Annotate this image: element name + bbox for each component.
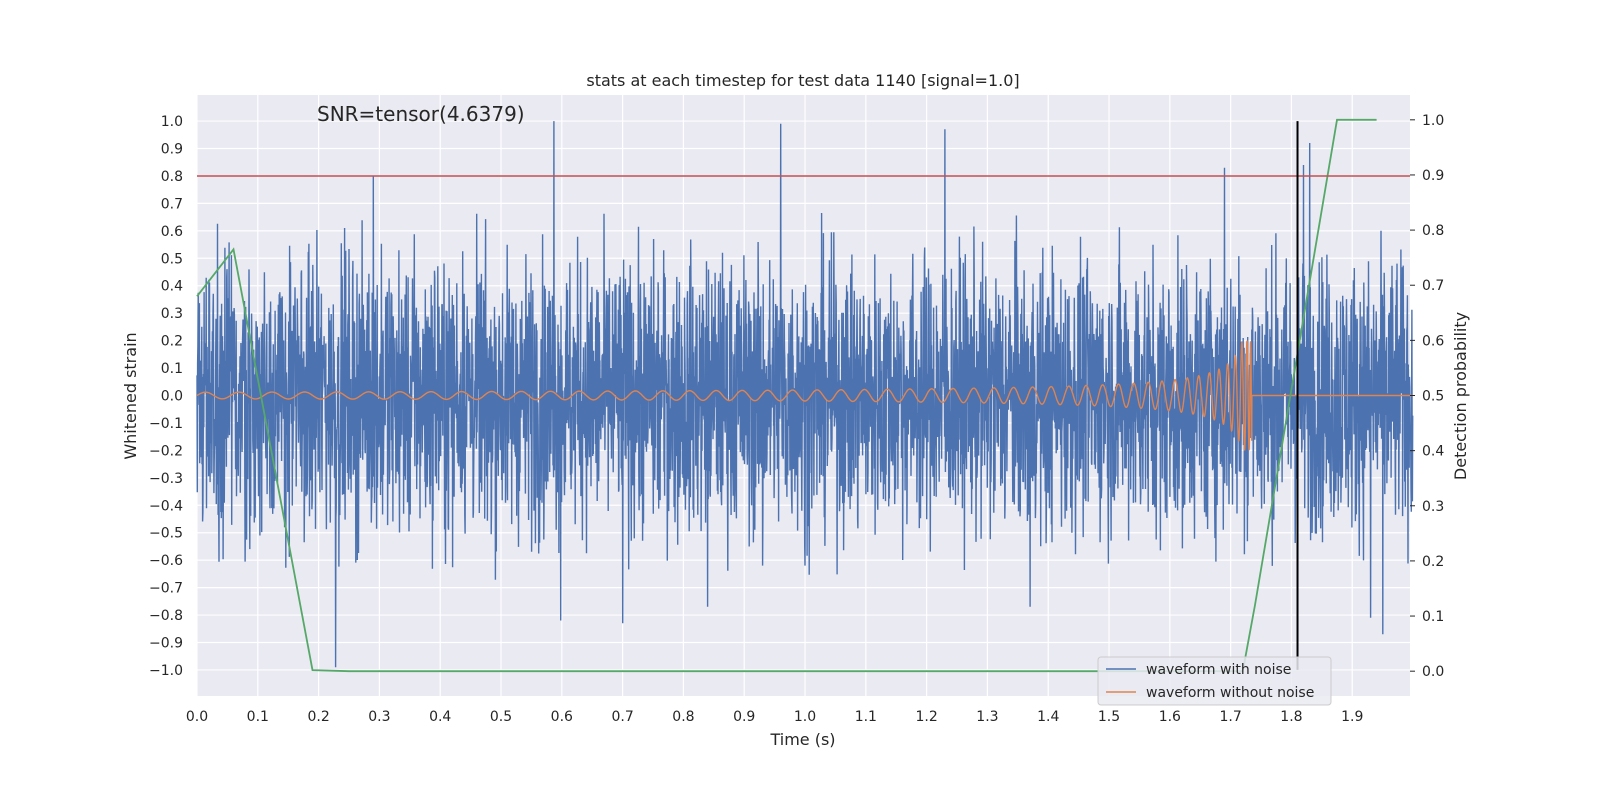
x-tick-label: 0.8 [672, 709, 694, 725]
y-tick-label: 0.0 [161, 389, 183, 405]
y-tick-label: −1.0 [149, 663, 183, 679]
x-tick-label: 1.5 [1098, 709, 1120, 725]
y2-tick-label: 0.2 [1422, 554, 1444, 570]
y2-tick-label: 0.6 [1422, 333, 1444, 349]
x-tick-label: 0.5 [490, 709, 512, 725]
y2-tick-label: 0.8 [1422, 223, 1444, 239]
series-line-waveform-without-noise [196, 340, 1413, 451]
y-tick-label: −0.4 [149, 498, 183, 514]
y2-tick-label: 0.7 [1422, 278, 1444, 294]
x-tick-label: 1.6 [1159, 709, 1181, 725]
legend-label-noise: waveform with noise [1146, 662, 1291, 678]
x-tick-label: 1.2 [915, 709, 937, 725]
reference-lines [197, 121, 1410, 670]
y-axis-label: Whitened strain [121, 332, 140, 459]
x-tick-label: 0.6 [551, 709, 573, 725]
x-tick-label: 1.0 [794, 709, 816, 725]
y-tick-label: 0.6 [161, 224, 183, 240]
x-axis-label: Time (s) [769, 730, 835, 749]
y-tick-label: 0.5 [161, 251, 183, 267]
x-tick-label: 0.7 [611, 709, 633, 725]
y-tick-label: −0.5 [149, 526, 183, 542]
y-tick-label: −0.6 [149, 553, 183, 569]
y-tick-label: 0.2 [161, 334, 183, 350]
legend-box [1097, 656, 1332, 706]
y2-axis-ticks: 1.0 0.9 0.8 0.7 0.6 0.5 0.4 0.3 0.2 0.1 0.0 [1410, 113, 1444, 680]
x-tick-label: 1.8 [1280, 709, 1302, 725]
y-tick-label: 0.8 [161, 169, 183, 185]
x-tick-label: 0.4 [429, 709, 451, 725]
x-tick-label: 0.0 [186, 709, 208, 725]
x-axis-ticks: 0.0 0.1 0.2 0.3 0.4 0.5 0.6 0.7 0.8 0.9 1.0 1.1 1.2 1… [186, 709, 1364, 725]
x-tick-label: 0.3 [368, 709, 390, 725]
y-tick-label: −0.2 [149, 443, 183, 459]
x-tick-label: 0.1 [247, 709, 269, 725]
y2-tick-label: 0.1 [1422, 609, 1444, 625]
y-axis-ticks: 1.0 0.9 0.8 0.7 0.6 0.5 0.4 0.3 0.2 0.1 0.0 −0.1 −0.… [149, 114, 183, 679]
y-tick-label: −0.8 [149, 608, 183, 624]
series-line-waveform-with-noise [196, 121, 1414, 668]
y2-tick-label: 0.5 [1422, 389, 1444, 405]
x-tick-label: 0.9 [733, 709, 755, 725]
x-tick-label: 1.9 [1341, 709, 1363, 725]
snr-annotation: SNR=tensor(4.6379) [317, 102, 525, 126]
x-tick-label: 1.4 [1037, 709, 1059, 725]
y2-tick-label: 0.0 [1422, 664, 1444, 680]
y-tick-label: 0.1 [161, 361, 183, 377]
y-tick-label: 1.0 [161, 114, 183, 130]
y-tick-label: 0.9 [161, 142, 183, 158]
x-tick-label: 1.7 [1220, 709, 1242, 725]
y-tick-label: −0.9 [149, 635, 183, 651]
x-tick-label: 1.3 [976, 709, 998, 725]
series-layer [196, 118, 1414, 673]
y2-tick-label: 0.3 [1422, 499, 1444, 515]
y2-axis-label: Detection probability [1451, 312, 1470, 480]
y-tick-label: −0.7 [149, 581, 183, 597]
x-tick-label: 0.2 [307, 709, 329, 725]
y2-tick-label: 0.9 [1422, 168, 1444, 184]
y2-tick-label: 1.0 [1422, 113, 1444, 129]
y-tick-label: −0.1 [149, 416, 183, 432]
legend: waveform with noise waveform without noi… [1097, 656, 1332, 706]
y-tick-label: −0.3 [149, 471, 183, 487]
y-tick-label: 0.7 [161, 196, 183, 212]
x-tick-label: 1.1 [855, 709, 877, 725]
y-tick-label: 0.4 [161, 279, 183, 295]
chart-title: stats at each timestep for test data 114… [586, 71, 1019, 90]
y2-tick-label: 0.4 [1422, 444, 1444, 460]
legend-label-clean: waveform without noise [1146, 685, 1314, 701]
series-line-detection-probability [196, 118, 1377, 673]
y-tick-label: 0.3 [161, 306, 183, 322]
